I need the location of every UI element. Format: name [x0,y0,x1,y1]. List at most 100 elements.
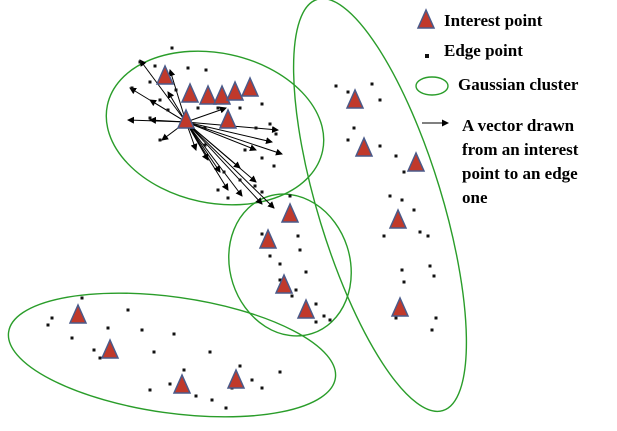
interest-point [354,136,374,157]
cluster-bottom-left [7,292,337,418]
edge-point [203,143,207,147]
edge-point [298,248,302,252]
interest-point [100,338,120,359]
vector-arrow [139,59,187,123]
interest-point [225,80,245,101]
edge-point [50,316,54,320]
edge-point [166,108,170,112]
vector-arrow [185,121,273,145]
legend-vector-label-line2: from an interest [462,140,579,159]
edge-point [250,378,254,382]
edge-point [274,132,278,136]
edge-point [288,194,292,198]
interest-point [180,82,200,103]
edge-point [322,314,326,318]
edge-point [304,270,308,274]
interest-point [155,64,175,85]
legend-interest-point-label: Interest point [444,11,543,30]
edge-point [278,370,282,374]
edge-point [314,320,318,324]
edge-point [153,64,157,68]
edge-point [148,116,152,120]
vector-arrow [185,121,283,156]
edge-point [130,86,134,90]
edge-point [168,382,172,386]
edge-point [170,46,174,50]
edge-point [334,84,338,88]
edge-point [268,122,272,126]
edge-point [400,198,404,202]
edge-point [430,328,434,332]
edge-points [46,46,438,410]
legend-interest-point-icon [416,8,436,29]
edge-point [278,262,282,266]
edge-point [428,264,432,268]
edge-point [196,106,200,110]
edge-point [152,350,156,354]
vector-arrow [185,121,241,169]
edge-point [226,196,230,200]
edge-point [434,316,438,320]
edge-point [98,356,102,360]
edge-point [158,138,162,142]
legend-gaussian-cluster-label: Gaussian cluster [458,75,579,94]
cluster-right [292,0,468,413]
interest-point [240,76,260,97]
edge-point [260,102,264,106]
vector-arrow [127,116,187,124]
interest-point [280,202,300,223]
vector-arrow [185,121,243,197]
legend-edge-point-icon [425,54,429,58]
edge-point [238,364,242,368]
edge-point [314,302,318,306]
edge-point [290,294,294,298]
edge-point [92,348,96,352]
edge-point [272,164,276,168]
edge-point [148,388,152,392]
edge-point [210,398,214,402]
edge-point [216,106,220,110]
edge-point [172,332,176,336]
interest-point [68,303,88,324]
edge-point [216,188,220,192]
edge-point [203,126,207,130]
edge-point [174,88,178,92]
edge-point [182,368,186,372]
edge-point [352,126,356,130]
legend-vector-label-line1: A vector drawn [462,116,575,135]
edge-point [260,156,264,160]
edge-point [328,318,332,322]
interest-point [176,108,196,129]
gaussian-clusters [7,0,468,418]
edge-point [204,68,208,72]
edge-point [140,328,144,332]
vector-arrow [185,106,227,123]
edge-point [400,268,404,272]
edge-point [253,184,257,188]
legend-vector-label-line4: one [462,188,488,207]
cluster-middle [228,193,352,337]
edge-point [402,170,406,174]
edge-point [238,106,242,110]
interest-point [198,84,218,105]
edge-point [70,336,74,340]
interest-points [68,64,426,394]
vector-arrow [185,121,229,191]
edge-point [394,316,398,320]
edge-point [260,190,264,194]
interest-point [406,151,426,172]
interest-point [345,88,365,109]
edge-point [382,234,386,238]
edge-point [243,148,247,152]
edge-point [412,208,416,212]
edge-point [80,296,84,300]
edge-point [346,138,350,142]
vector-arrow [168,69,187,123]
vector-arrow [185,121,275,209]
edge-point [278,278,282,282]
edge-point [194,394,198,398]
edge-point [294,288,298,292]
interest-point [390,296,410,317]
vector-arrow [185,121,263,205]
